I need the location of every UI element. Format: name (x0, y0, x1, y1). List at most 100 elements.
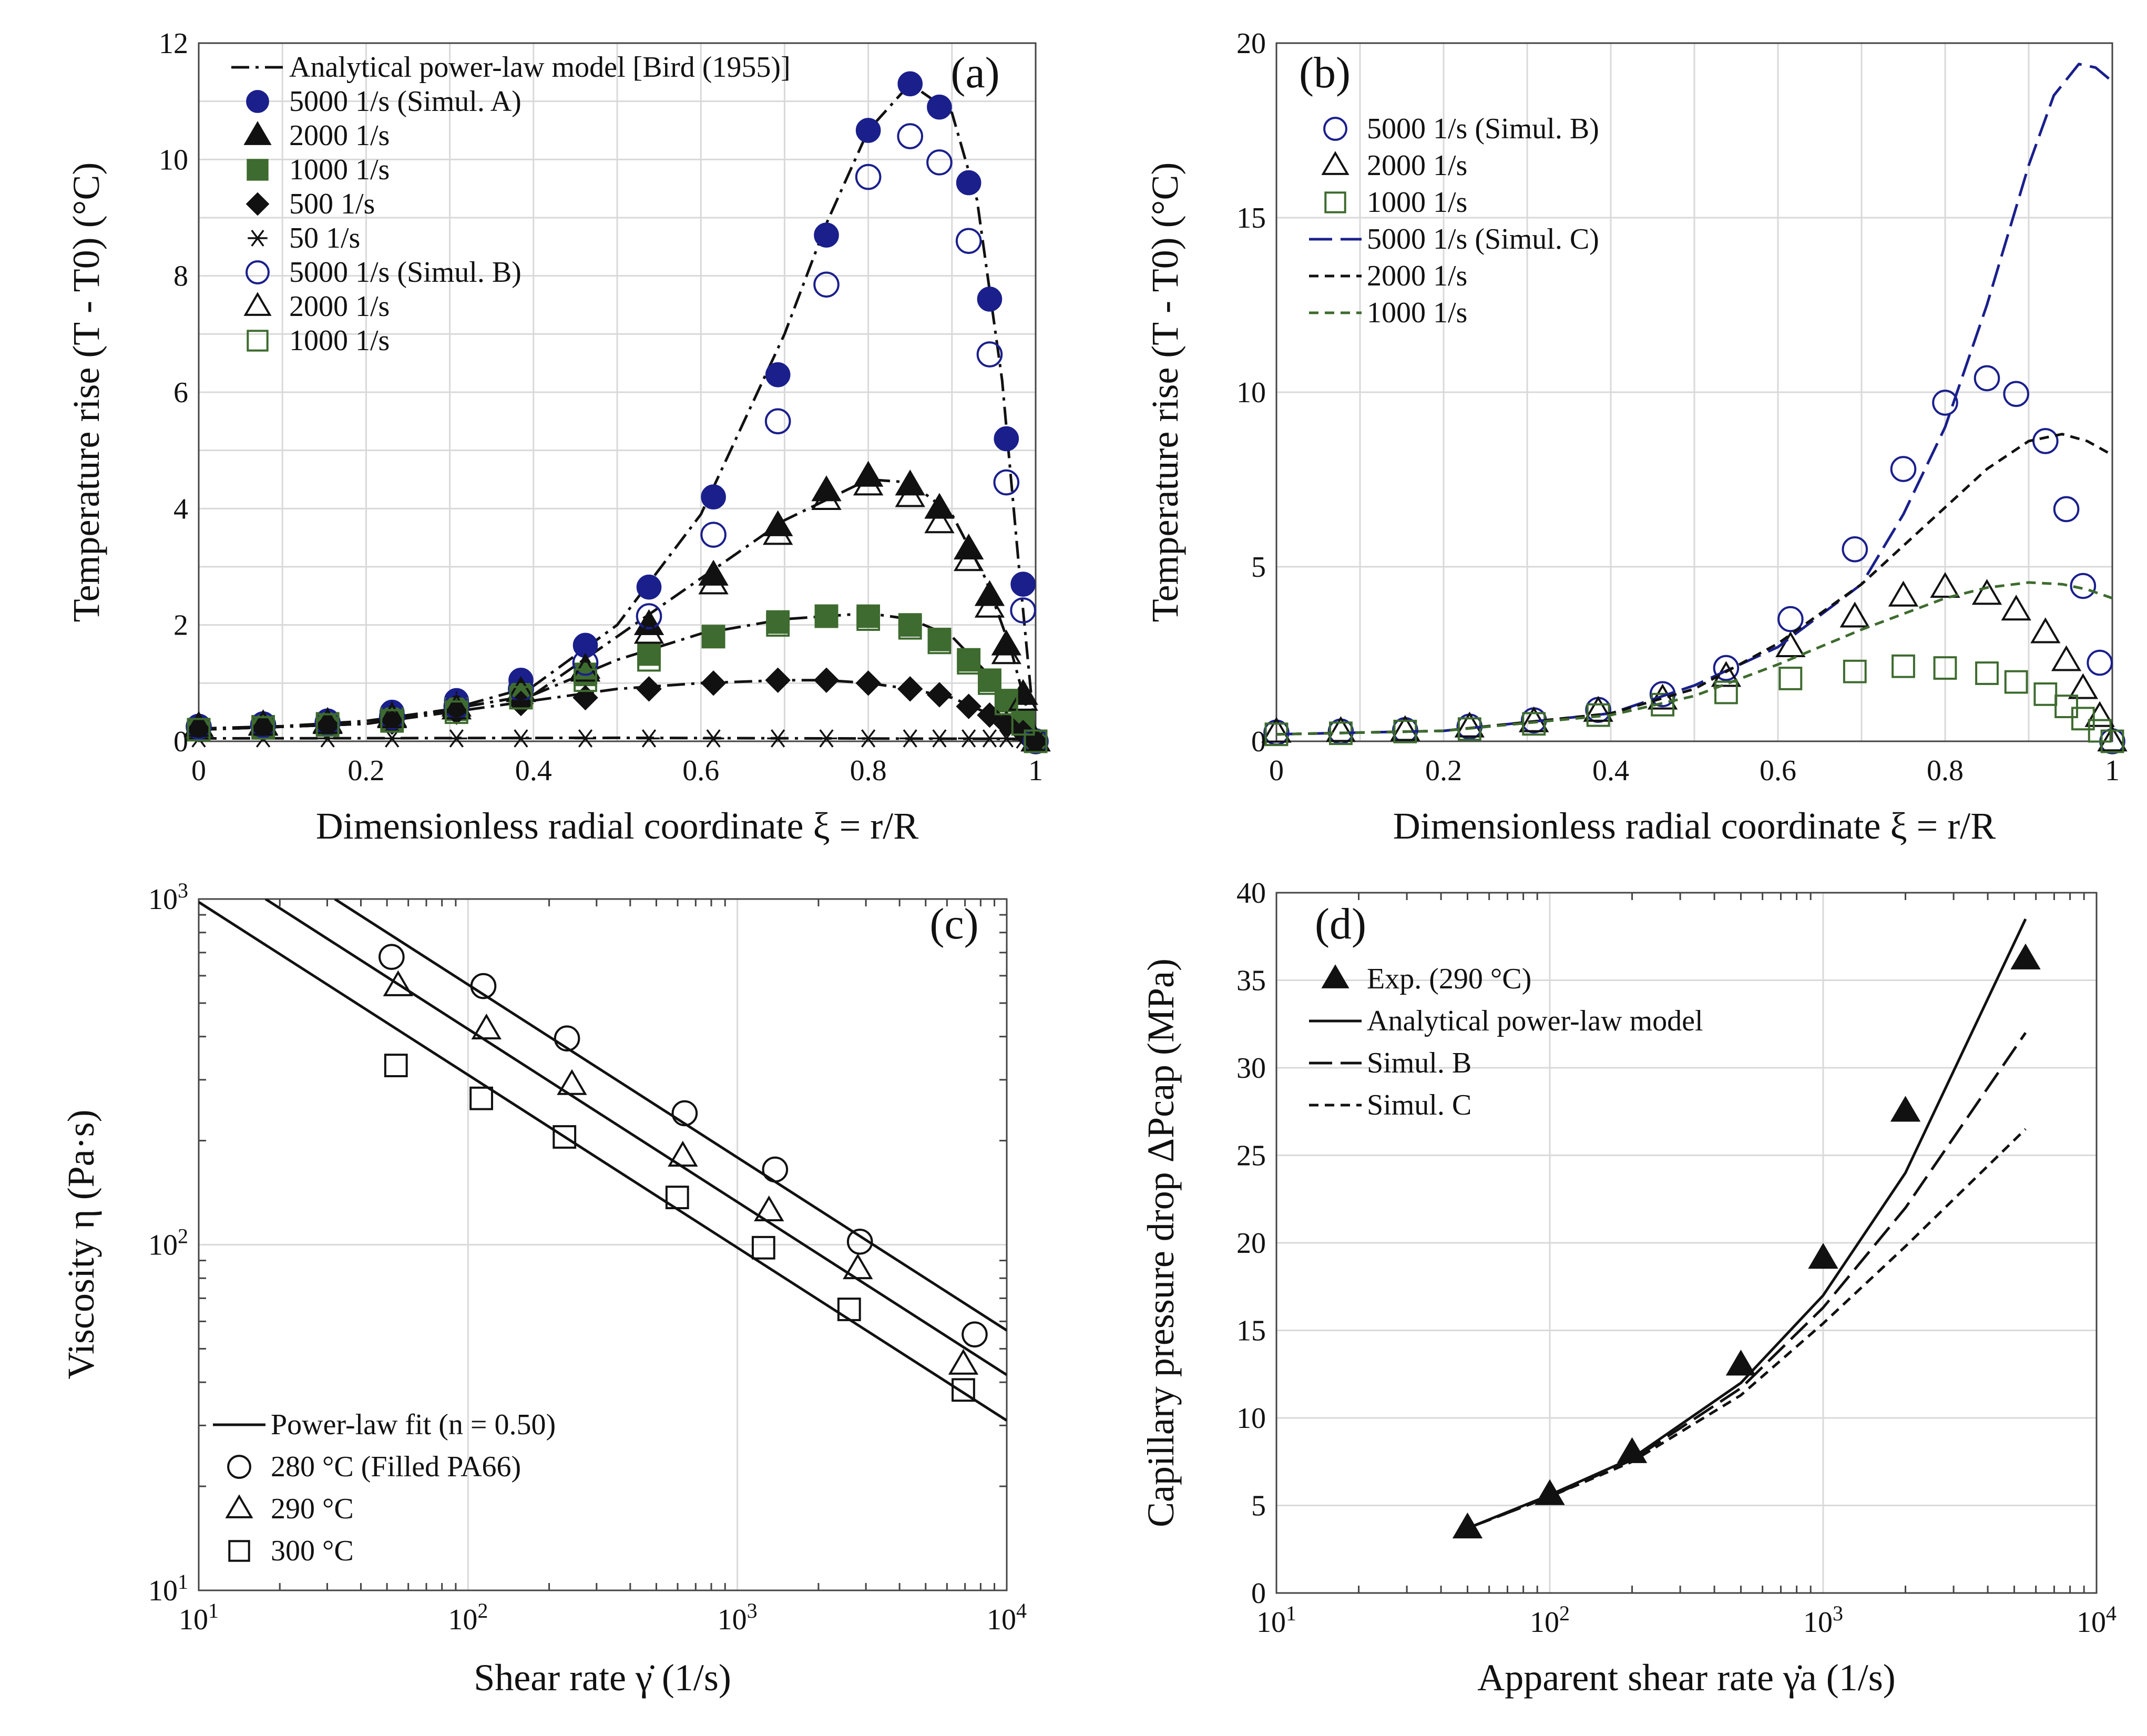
x-tick-label: 1 (1028, 754, 1043, 787)
y-tick-label: 102 (148, 1224, 188, 1262)
data-point-c-5 (952, 1378, 975, 1402)
x-axis-title-c: Shear rate γ̇ (1/s) (474, 1657, 731, 1699)
legend-label-b-3: 5000 1/s (Simul. C) (1367, 223, 1599, 256)
legend-swatch-a-6 (243, 121, 272, 145)
x-tick-label: 0.8 (1927, 754, 1964, 787)
legend-label-a-0: Analytical power-law model [Bird (1955)] (289, 51, 791, 84)
data-point-a-5 (814, 222, 839, 248)
data-point-a-12 (574, 668, 597, 692)
data-point-a-5 (977, 287, 1003, 312)
data-point-c-3 (846, 1229, 873, 1255)
x-tick-label: 0.6 (682, 754, 719, 787)
legend-swatch-c-3 (227, 1455, 251, 1479)
legend-label-c-0: Power-law fit (n = 0.50) (271, 1408, 556, 1441)
data-point-b-2 (2100, 729, 2124, 753)
data-point-c-4 (668, 1140, 698, 1167)
x-tick-label: 101 (1256, 1601, 1296, 1639)
data-point-a-12 (315, 713, 340, 737)
y-axis-title-d: Capillary pressure drop ΔPcap (MPa) (1140, 958, 1182, 1527)
series-line-d-1 (1467, 918, 2027, 1530)
x-tick-label-exp: 2 (477, 1599, 488, 1622)
data-point-a-8 (813, 667, 840, 693)
data-point-c-4 (383, 970, 413, 996)
data-point-a-9 (445, 729, 467, 748)
x-tick-label: 0 (191, 754, 206, 787)
data-point-d-0 (1725, 1350, 1756, 1376)
legend-c: Power-law fit (n = 0.50) 280 °C (Filled P… (213, 1408, 556, 1567)
data-point-a-6 (991, 629, 1021, 656)
x-tick-label-base: 10 (987, 1604, 1016, 1636)
data-point-a-10 (897, 123, 923, 149)
series-c-5 (384, 1054, 975, 1402)
y-axis-title-a: Temperature rise (T - T0) (°C) (65, 162, 107, 622)
series-c-3 (379, 944, 988, 1348)
data-point-a-6 (633, 609, 664, 635)
legend-swatch-b-1 (1321, 151, 1349, 175)
series-c-4 (383, 970, 979, 1375)
legend-label-a-10: 5000 1/s (Simul. B) (289, 256, 522, 289)
y-tick-label: 10 (1236, 1402, 1266, 1435)
data-point-b-2 (1843, 659, 1867, 683)
y-tick-label: 10 (159, 144, 188, 176)
data-point-a-5 (897, 71, 923, 97)
data-point-a-5 (1010, 571, 1036, 597)
x-axis-title-a: Dimensionless radial coordinate ξ = r/R (316, 805, 918, 847)
data-point-a-12 (637, 648, 661, 672)
legend-label-a-9: 50 1/s (289, 222, 360, 254)
data-point-a-9 (857, 729, 879, 748)
y-minor-ticks-c (199, 914, 1007, 1487)
y-tick-label: 25 (1236, 1140, 1266, 1172)
data-point-a-5 (636, 574, 662, 600)
y-tick-label: 5 (1251, 551, 1266, 584)
y-tick-label: 20 (1236, 27, 1266, 60)
series-a-10 (186, 123, 1049, 754)
x-tick-label-base: 10 (718, 1604, 747, 1636)
x-tick-label: 103 (718, 1599, 758, 1637)
y-tick-label-exp: 3 (178, 879, 188, 902)
y-tick-label: 4 (173, 493, 188, 525)
data-point-a-7 (701, 625, 725, 649)
data-point-a-9 (510, 729, 532, 748)
y-tick-label: 103 (148, 879, 188, 916)
y-tick-label: 15 (1236, 1315, 1266, 1347)
x-tick-label: 0.4 (515, 754, 552, 787)
data-point-c-5 (469, 1086, 493, 1110)
y-tick-label: 2 (173, 609, 188, 642)
plot-frame-a (198, 42, 1037, 742)
legend-label-a-7: 1000 1/s (289, 154, 390, 186)
data-point-c-4 (843, 1253, 873, 1280)
data-point-a-8 (508, 690, 534, 717)
data-point-a-12 (898, 616, 922, 640)
data-point-a-8 (765, 667, 791, 693)
grid-d (1275, 892, 2098, 1594)
data-point-a-7 (814, 604, 839, 628)
data-point-a-10 (993, 469, 1020, 496)
data-point-a-12 (856, 607, 880, 631)
x-tick-label: 102 (1530, 1601, 1570, 1639)
data-point-a-12 (814, 604, 839, 628)
data-point-a-9 (958, 729, 980, 748)
x-tick-label-base: 10 (179, 1604, 208, 1636)
data-point-b-2 (1975, 661, 1999, 685)
series-a-12 (187, 604, 1048, 753)
data-point-b-1 (1930, 571, 1960, 598)
grid-c (198, 898, 1008, 1591)
legend-label-a-6: 2000 1/s (289, 119, 390, 152)
data-point-a-9 (767, 729, 789, 748)
data-point-a-10 (1010, 597, 1036, 624)
data-point-a-11 (312, 708, 343, 734)
data-point-b-2 (1778, 667, 1803, 690)
data-point-a-5 (956, 170, 982, 196)
y-tick-label: 8 (173, 260, 188, 293)
data-point-a-11 (441, 693, 472, 720)
data-point-b-2 (1933, 656, 1957, 680)
data-point-a-12 (1011, 712, 1035, 736)
data-point-a-12 (187, 718, 211, 742)
series-c-1 (264, 899, 1007, 1376)
legend-label-a-12: 1000 1/s (289, 324, 390, 357)
legend-label-a-5: 5000 1/s (Simul. A) (289, 85, 522, 118)
